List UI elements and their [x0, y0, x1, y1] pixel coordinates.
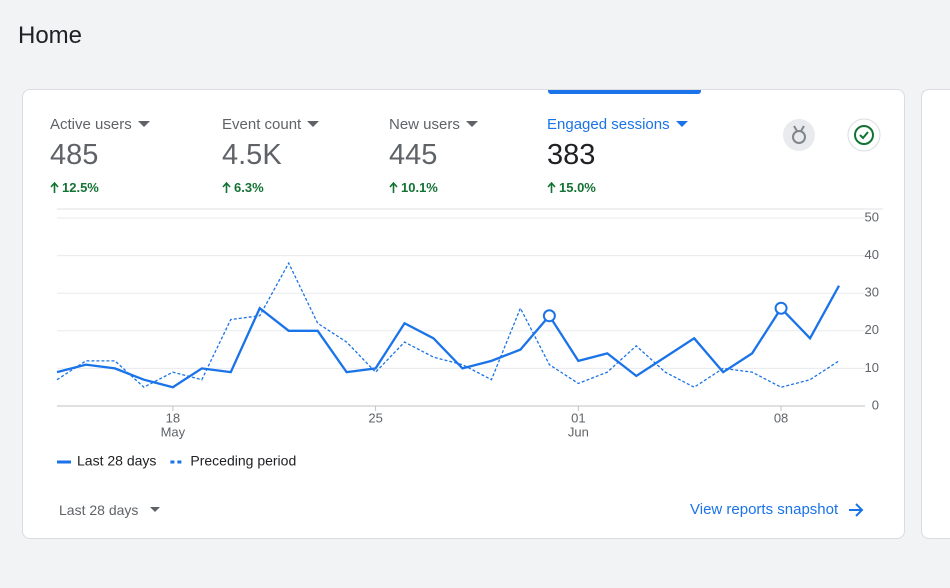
- y-tick-label: 40: [865, 247, 879, 262]
- metric-change: 10.1%: [401, 180, 438, 195]
- dropdown-shape: [675, 121, 688, 127]
- series-line: [56, 285, 841, 389]
- series-line: [56, 261, 840, 388]
- metric-change-row: 10.1%: [389, 180, 478, 195]
- up-arrow: [50, 182, 59, 193]
- metric-change: 6.3%: [234, 180, 264, 195]
- snapshot-link-label: View reports snapshot: [690, 501, 839, 518]
- metric-change: 12.5%: [62, 180, 99, 195]
- up-arrow: [547, 182, 556, 193]
- dropdown-icon: [465, 121, 478, 127]
- x-tick-sublabel: Jun: [568, 424, 589, 439]
- metric-label-row: Event count: [222, 116, 320, 133]
- dropdown-shape: [137, 121, 150, 127]
- metric-value: 445: [389, 139, 438, 171]
- up-arrow-shape: [222, 182, 231, 193]
- dropdown-shape: [307, 121, 320, 127]
- dropdown-icon: [150, 507, 161, 512]
- legend-label: Last 28 days: [77, 453, 156, 469]
- legend-label: Preceding period: [190, 453, 296, 469]
- metric-change-row: 15.0%: [547, 180, 688, 195]
- x-tick-label: 01: [571, 410, 585, 425]
- metric-tab[interactable]: Active users 485 12.5%: [50, 116, 150, 195]
- up-arrow: [389, 182, 398, 193]
- y-tick-label: 50: [865, 209, 879, 224]
- date-range-label: Last 28 days: [59, 502, 139, 518]
- metric-label: Engaged sessions: [547, 116, 670, 133]
- date-range[interactable]: Last 28 days: [59, 502, 161, 518]
- metric-value: 383: [547, 139, 596, 171]
- x-tick-label: 08: [774, 410, 788, 425]
- up-arrow-shape: [389, 182, 398, 193]
- up-arrow-shape: [547, 182, 556, 193]
- up-arrow-shape: [50, 182, 59, 193]
- status-icon[interactable]: [847, 118, 881, 152]
- dropdown-icon: [675, 121, 688, 127]
- y-tick-label: 20: [865, 322, 879, 337]
- metric-change-row: 6.3%: [222, 180, 319, 195]
- metric-tab[interactable]: Engaged sessions 383 15.0%: [547, 116, 688, 195]
- metric-label-row: Engaged sessions: [547, 116, 688, 133]
- snapshot-link[interactable]: View reports snapshot: [690, 501, 864, 518]
- metric-tab[interactable]: Event count 4.5K 6.3%: [222, 116, 320, 195]
- x-tick-label: 25: [368, 410, 382, 425]
- insight-icon[interactable]: [783, 119, 815, 151]
- highlight-point: [774, 301, 788, 315]
- summary-card: Active users 485 12.5% Event count 4.5K 6.3% N…: [22, 89, 905, 539]
- highlight-point: [542, 309, 556, 323]
- metric-change-row: 12.5%: [50, 180, 150, 195]
- metric-label-row: Active users: [50, 116, 150, 133]
- metric-label: Active users: [50, 116, 132, 133]
- metric-label: New users: [389, 116, 460, 133]
- x-tick-sublabel: May: [161, 424, 186, 439]
- y-tick-label: 10: [865, 360, 879, 375]
- metric-change: 15.0%: [559, 180, 596, 195]
- y-tick-label: 0: [872, 397, 879, 412]
- dropdown-icon: [307, 121, 320, 127]
- metric-label: Event count: [222, 116, 302, 133]
- metric-value: 485: [50, 139, 99, 171]
- dropdown-shape: [465, 121, 478, 127]
- x-tick-label: 18: [166, 410, 180, 425]
- metric-label-row: New users: [389, 116, 478, 133]
- metric-tab[interactable]: New users 445 10.1%: [389, 116, 478, 195]
- metric-value: 4.5K: [222, 139, 282, 171]
- up-arrow: [222, 182, 231, 193]
- side-card: [921, 89, 950, 539]
- selected-indicator: [548, 90, 701, 94]
- page-title: Home: [18, 22, 83, 49]
- arrow-icon: [849, 502, 864, 517]
- y-tick-label: 30: [865, 285, 879, 300]
- dropdown-icon: [137, 121, 150, 127]
